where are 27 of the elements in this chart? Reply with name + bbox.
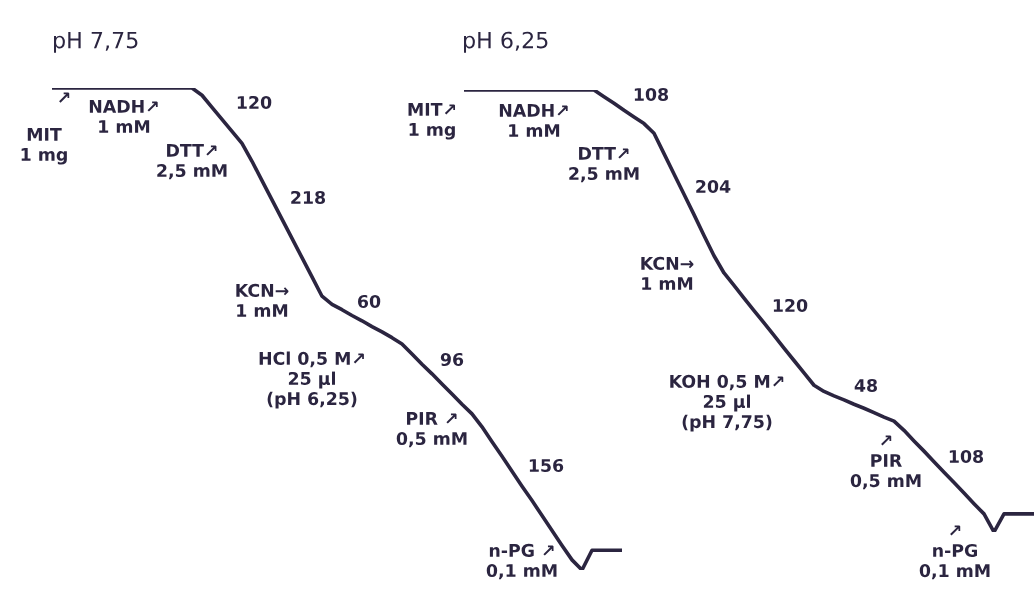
annotation: KCN→ 1 mM: [641, 256, 694, 290]
chart-title: pH 7,75: [54, 31, 138, 53]
annotation: MIT 1 mg: [21, 128, 67, 165]
annotation: 96: [440, 352, 464, 367]
annotation: KOH 0,5 M↗ 25 µl (pH 7,75): [670, 374, 784, 432]
annotation: n-PG ↗ 0,1 mM: [486, 543, 557, 580]
annotation: 120: [773, 298, 808, 313]
annotation: HCl 0,5 M↗ 25 µl (pH 6,25): [259, 351, 364, 409]
annotation: 108: [634, 87, 669, 102]
annotation: 156: [529, 458, 564, 473]
annotation: NADH↗ 1 mM: [499, 104, 568, 137]
annotation: 108: [949, 449, 984, 464]
annotation: MIT↗ 1 mg: [408, 103, 456, 140]
chart-title: pH 6,25: [464, 31, 548, 53]
annotation: NADH↗ 1 mM: [89, 100, 158, 133]
annotation: ↗ n-PG 0,1 mM: [919, 525, 990, 580]
annotation: 60: [358, 294, 381, 309]
annotation: ↗: [59, 92, 70, 103]
annotation: DTT↗ 2,5 mM: [157, 144, 227, 180]
annotation: ↗ PIR 0,5 mM: [850, 435, 921, 490]
annotation: 120: [237, 95, 272, 110]
annotation: 204: [696, 179, 731, 194]
annotation: KCN→ 1 mM: [236, 283, 289, 317]
annotation: 218: [291, 190, 326, 205]
annotation: PIR ↗ 0,5 mM: [396, 412, 467, 448]
annotation: DTT↗ 2,5 mM: [569, 147, 639, 183]
annotation: 48: [854, 378, 877, 393]
